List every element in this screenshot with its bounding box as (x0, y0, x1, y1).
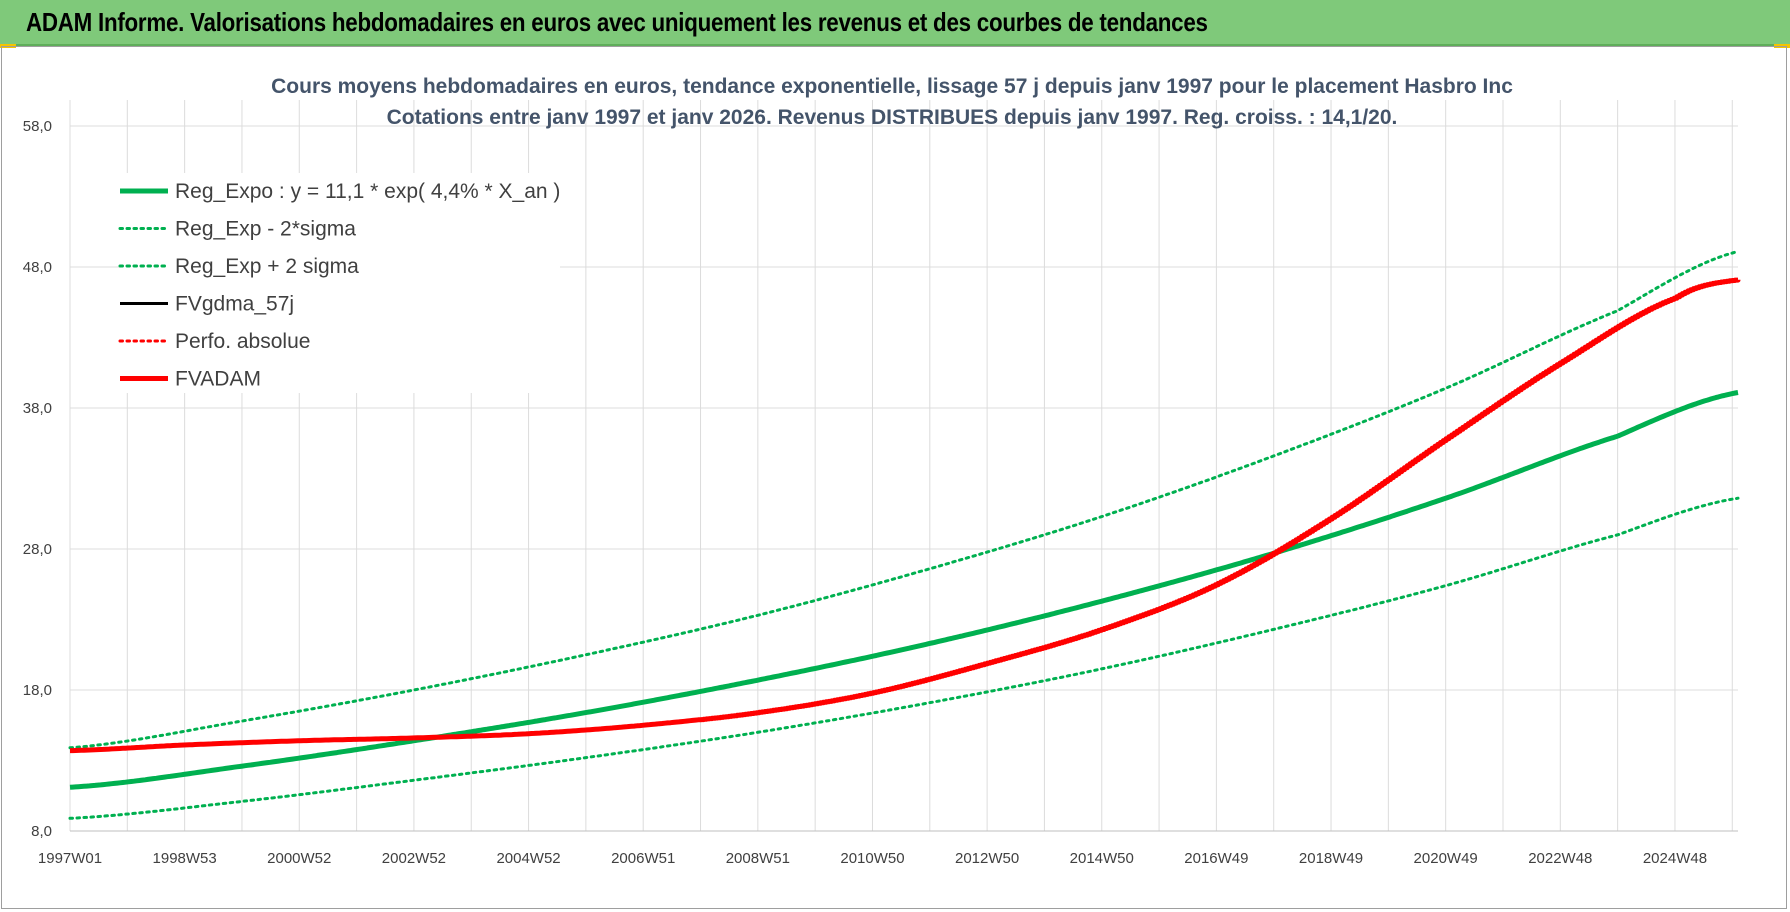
x-tick-label: 2014W50 (1070, 850, 1134, 867)
legend-label: Reg_Expo : y = 11,1 * exp( 4,4% * X_an ) (175, 180, 560, 203)
x-tick-label: 2004W52 (496, 850, 560, 867)
y-tick-label: 18,0 (23, 682, 52, 699)
x-tick-label: 2024W48 (1643, 850, 1707, 867)
y-tick-label: 8,0 (31, 823, 52, 840)
chart-subtitle: Cotations entre janv 1997 et janv 2026. … (387, 106, 1398, 129)
x-tick-label: 2016W49 (1184, 850, 1248, 867)
report-banner: ADAM Informe. Valorisations hebdomadaire… (0, 0, 1790, 46)
x-tick-label: 2020W49 (1414, 850, 1478, 867)
axis-layer: 8,0 18,0 28,0 38,0 48,0 58,0 1997W01 1998W53 200… (23, 118, 1707, 867)
y-tick-label: 38,0 (23, 400, 52, 417)
legend-background (120, 173, 560, 393)
series-line-1 (68, 496, 1740, 820)
legend-label: Reg_Exp - 2*sigma (175, 218, 356, 241)
series-line-0 (69, 390, 1739, 790)
x-tick-label: 1997W01 (38, 850, 102, 867)
x-tick-label: 2006W51 (611, 850, 675, 867)
legend-label: Perfo. absolue (175, 330, 310, 353)
y-tick-label: 58,0 (23, 118, 52, 135)
x-tick-label: 2000W52 (267, 850, 331, 867)
legend-label: FVADAM (175, 368, 261, 391)
x-tick-label: 2018W49 (1299, 850, 1363, 867)
legend-label: FVgdma_57j (175, 293, 294, 316)
series-layer (68, 250, 1741, 820)
x-tick-label: 2022W48 (1528, 850, 1592, 867)
series-line-2 (68, 250, 1740, 750)
x-tick-label: 2010W50 (840, 850, 904, 867)
report-title: ADAM Informe. Valorisations hebdomadaire… (26, 7, 1208, 37)
x-tick-label: 1998W53 (153, 850, 217, 867)
x-tick-label: 2008W51 (726, 850, 790, 867)
x-tick-label: 2012W50 (955, 850, 1019, 867)
chart-title: Cours moyens hebdomadaires en euros, ten… (271, 75, 1513, 98)
y-tick-label: 28,0 (23, 541, 52, 558)
series-line-5 (70, 277, 1741, 754)
y-tick-label: 48,0 (23, 259, 52, 276)
chart-frame (1, 46, 1787, 909)
legend-label: Reg_Exp + 2 sigma (175, 255, 359, 278)
legend: Reg_Expo : y = 11,1 * exp( 4,4% * X_an )… (118, 180, 560, 391)
x-tick-label: 2002W52 (382, 850, 446, 867)
